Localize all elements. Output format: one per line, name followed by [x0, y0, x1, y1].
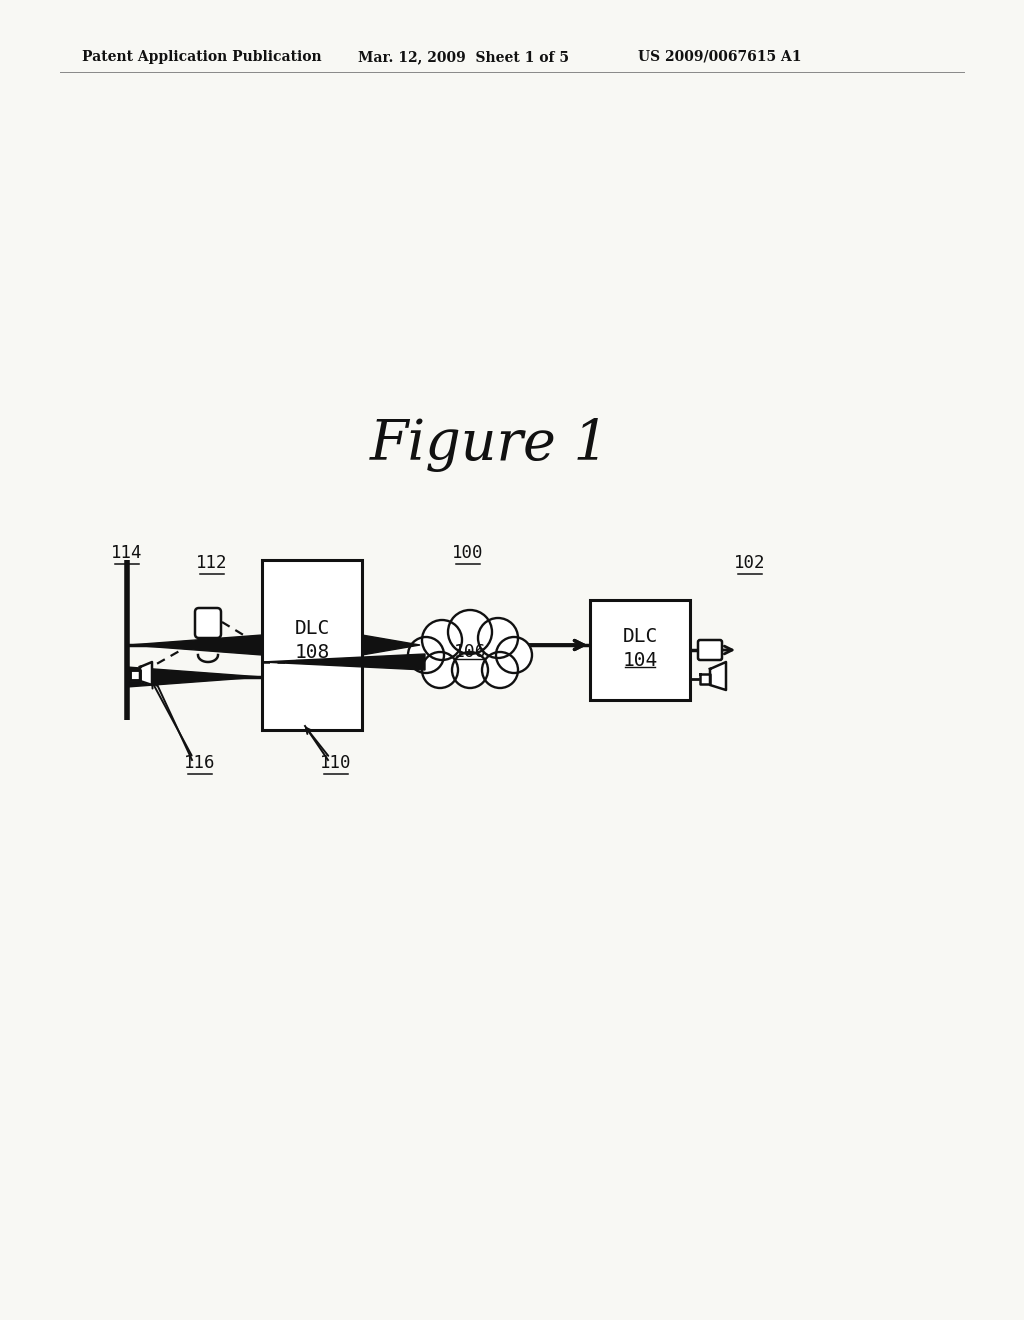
Circle shape: [452, 652, 488, 688]
Polygon shape: [262, 653, 425, 671]
FancyBboxPatch shape: [195, 609, 221, 638]
Circle shape: [422, 652, 458, 688]
Text: DLC: DLC: [623, 627, 657, 645]
Polygon shape: [127, 667, 262, 686]
Bar: [262, 560, 362, 730]
Text: 110: 110: [321, 754, 352, 772]
Polygon shape: [129, 635, 262, 655]
Text: US 2009/0067615 A1: US 2009/0067615 A1: [638, 50, 802, 63]
Polygon shape: [710, 663, 726, 690]
Text: 114: 114: [112, 544, 142, 562]
Polygon shape: [700, 675, 710, 684]
Circle shape: [478, 618, 518, 657]
FancyBboxPatch shape: [698, 640, 722, 660]
Polygon shape: [140, 663, 152, 685]
Text: Figure 1: Figure 1: [370, 417, 610, 473]
Circle shape: [408, 638, 444, 673]
Text: 106: 106: [454, 643, 486, 661]
Text: 108: 108: [294, 644, 330, 663]
Circle shape: [449, 610, 492, 653]
Polygon shape: [362, 635, 420, 655]
Text: Patent Application Publication: Patent Application Publication: [82, 50, 322, 63]
Bar: [590, 601, 690, 700]
Text: Mar. 12, 2009  Sheet 1 of 5: Mar. 12, 2009 Sheet 1 of 5: [358, 50, 569, 63]
Text: 102: 102: [734, 554, 766, 572]
Polygon shape: [130, 671, 140, 680]
Text: DLC: DLC: [294, 619, 330, 639]
Circle shape: [496, 638, 532, 673]
Text: 100: 100: [453, 544, 483, 562]
Text: 104: 104: [623, 651, 657, 669]
Circle shape: [482, 652, 518, 688]
Text: 116: 116: [184, 754, 216, 772]
Text: 112: 112: [197, 554, 227, 572]
Circle shape: [422, 620, 462, 660]
